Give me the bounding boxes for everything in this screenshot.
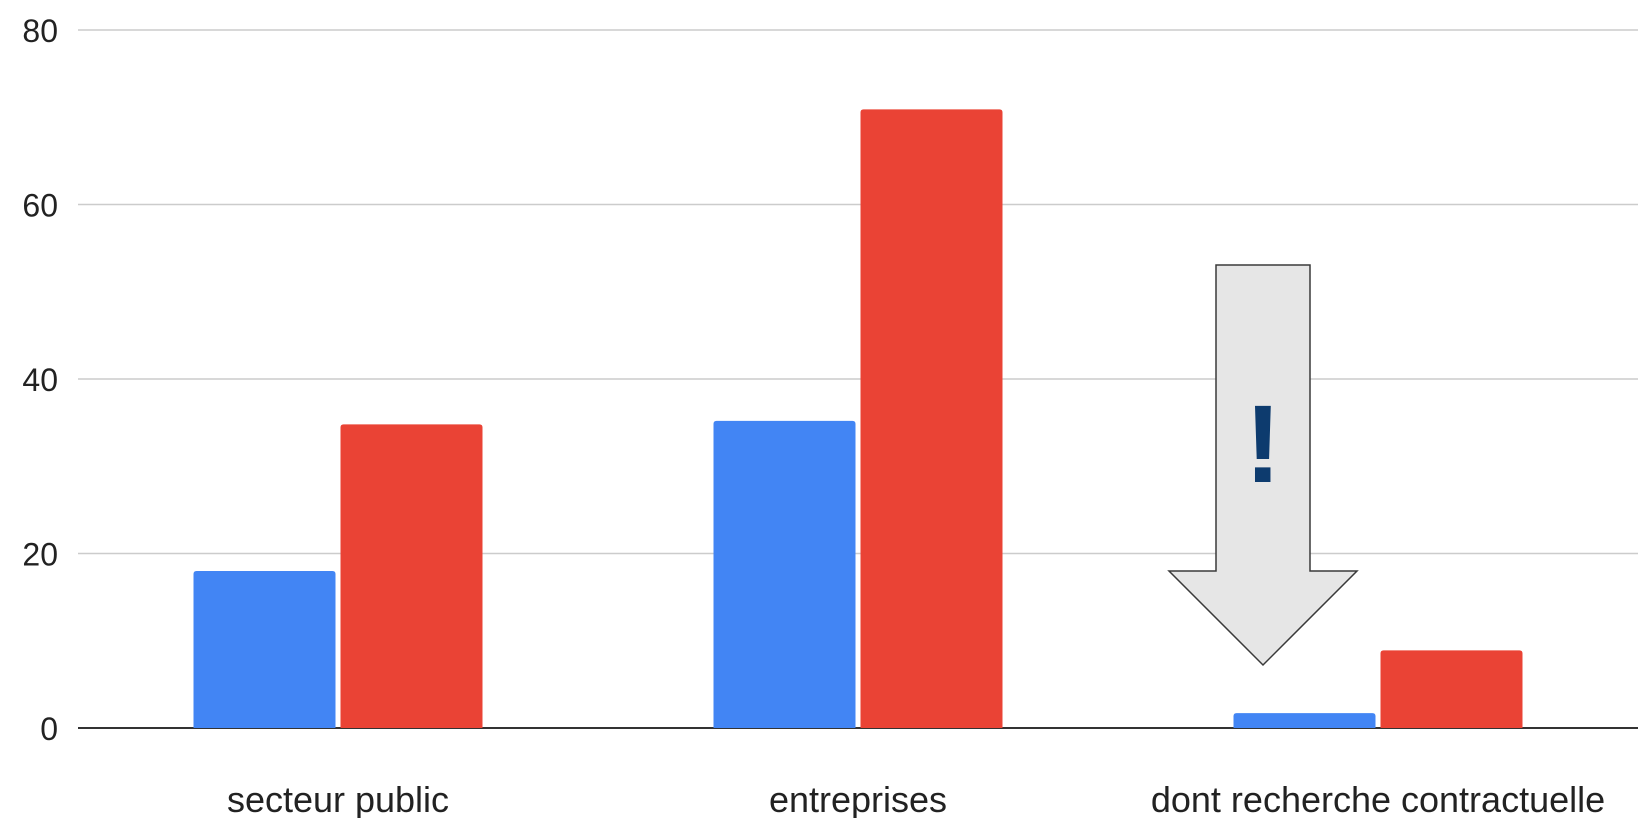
x-category-label: entreprises <box>769 779 947 818</box>
bar-series-2-1 <box>860 109 1003 728</box>
x-category-label: secteur public <box>227 779 449 818</box>
x-category-label: dont recherche contractuelle <box>1151 779 1605 818</box>
down-arrow-shape <box>1167 264 1359 667</box>
bars <box>193 109 1523 728</box>
gridlines <box>78 29 1638 729</box>
y-tick-label: 0 <box>40 711 58 747</box>
exclamation-mark: ! <box>1245 383 1282 506</box>
y-tick-label: 20 <box>22 537 58 573</box>
bar-series-2-2 <box>1380 650 1523 728</box>
callout-annotation: ! <box>1167 264 1359 667</box>
y-tick-label: 80 <box>22 13 58 49</box>
bar-series-1-2 <box>1233 713 1376 728</box>
bar-series-1-1 <box>713 420 856 728</box>
y-tick-label: 40 <box>22 362 58 398</box>
y-tick-label: 60 <box>22 188 58 224</box>
y-axis-tick-labels: 0 20 40 60 80 <box>22 13 58 747</box>
bar-series-2-0 <box>340 424 483 728</box>
bar-series-1-0 <box>193 570 336 728</box>
x-axis-category-labels: secteur public entreprises dont recherche … <box>227 779 1605 818</box>
